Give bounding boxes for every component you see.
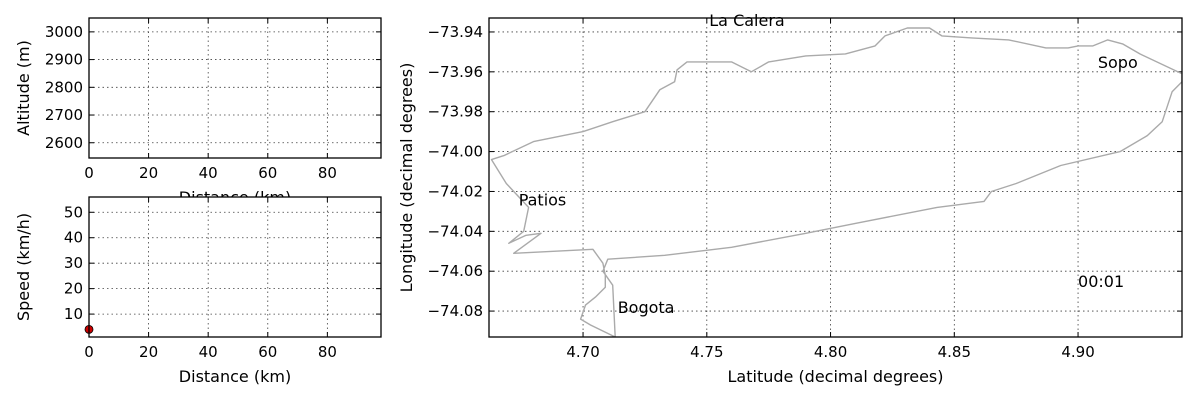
x-tick-label: 80 (318, 343, 337, 361)
x-tick-label: 20 (139, 343, 158, 361)
x-tick-label: 4.80 (814, 343, 847, 361)
plot-frame (88, 196, 382, 338)
y-tick-label: −73.96 (427, 63, 483, 81)
y-tick-label: 2600 (45, 134, 83, 152)
y-axis-label: Altitude (m) (14, 40, 33, 136)
map-annotation: Sopo (1098, 53, 1138, 72)
y-tick-label: −74.08 (427, 302, 483, 320)
y-tick-label: 10 (64, 305, 83, 323)
plot-area (489, 18, 1182, 337)
map-annotation: Patios (519, 190, 567, 209)
y-tick-label: 30 (64, 254, 83, 272)
y-tick-label: 2800 (45, 78, 83, 96)
y-tick-label: −74.02 (427, 182, 483, 200)
y-tick-label: 2700 (45, 106, 83, 124)
y-tick-label: −74.06 (427, 262, 483, 280)
y-tick-label: −73.98 (427, 103, 483, 121)
y-tick-label: 3000 (45, 23, 83, 41)
route-line (490, 27, 1182, 337)
altitude-chart: 02040608026002700280029003000Distance (k… (14, 17, 382, 207)
y-tick-label: 20 (64, 280, 83, 298)
plot-frame (488, 17, 1183, 338)
x-tick-label: 0 (84, 164, 94, 182)
x-tick-label: 4.90 (1061, 343, 1094, 361)
plot-area (89, 197, 381, 337)
x-tick-label: 60 (258, 343, 277, 361)
x-tick-label: 4.85 (938, 343, 971, 361)
x-axis-label: Latitude (decimal degrees) (728, 367, 944, 386)
speed-chart: 0 20 40 60 80 10 20 30 40 50 Distance (km) Speed (k… (14, 196, 382, 386)
route-map-chart: 4.70 4.75 4.80 4.85 4.90 −74.08 −74.06 −74.04 −7… (397, 11, 1183, 386)
map-annotation: 00:01 (1078, 272, 1124, 291)
y-tick-label: 40 (64, 229, 83, 247)
plot-frame (88, 17, 382, 159)
y-axis-label: Speed (km/h) (14, 213, 33, 321)
map-annotation: La Calera (709, 11, 784, 30)
x-tick-label: 0 (84, 343, 94, 361)
x-tick-label: 4.70 (566, 343, 599, 361)
y-tick-label: −73.94 (427, 23, 483, 41)
y-axis-label: Longitude (decimal degrees) (397, 63, 416, 293)
x-tick-label: 80 (318, 164, 337, 182)
plot-area (89, 18, 381, 158)
map-annotation: Bogota (618, 298, 675, 317)
y-tick-label: −74.00 (427, 143, 483, 161)
x-tick-label: 60 (258, 164, 277, 182)
x-tick-label: 20 (139, 164, 158, 182)
y-tick-label: 50 (64, 203, 83, 221)
x-tick-label: 4.75 (690, 343, 723, 361)
x-tick-label: 40 (199, 164, 218, 182)
x-axis-label: Distance (km) (179, 367, 291, 386)
y-tick-label: −74.04 (427, 222, 483, 240)
x-tick-label: 40 (199, 343, 218, 361)
y-tick-label: 2900 (45, 51, 83, 69)
